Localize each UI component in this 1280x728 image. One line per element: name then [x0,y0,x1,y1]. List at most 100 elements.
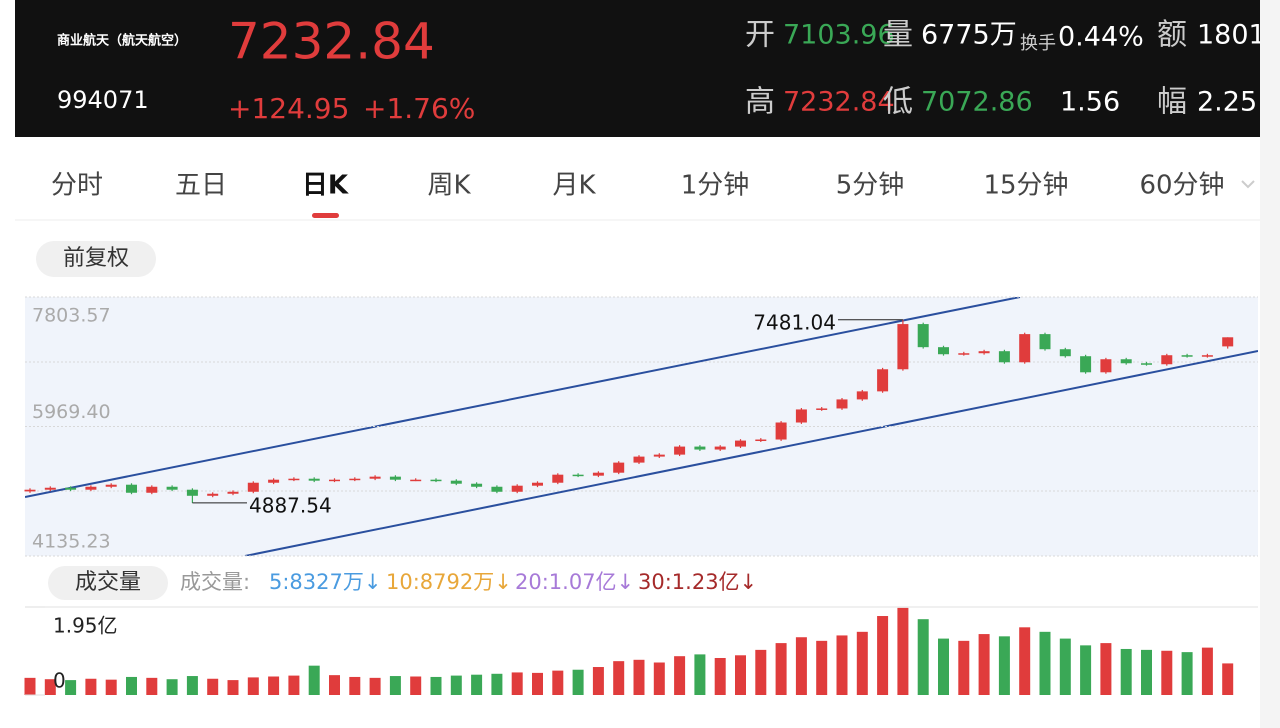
candle-body [775,422,787,440]
volume-bar [24,677,36,695]
volume-bar [674,656,686,695]
tab[interactable]: 60分钟 [1139,171,1224,201]
volume-bar [877,616,889,695]
change-pct: +1.76% [363,92,475,125]
candle-body [105,484,117,487]
volume-bar [998,636,1010,695]
tab[interactable]: 日K [302,171,349,201]
candle-body [816,408,828,410]
candle-body [207,493,219,496]
volume-bar [288,675,300,695]
volume-bar [166,679,178,695]
candle-body [1059,349,1071,357]
volume-bar [511,672,523,695]
candle-body [511,485,523,492]
candle-body [24,489,36,492]
candle-body [44,487,56,490]
stat-value: 1801 [1197,20,1266,51]
candle-body [694,446,706,450]
volume-bar [1141,649,1152,695]
volume-tick-label: 1.95亿 [53,614,118,638]
candle-body [1161,355,1173,365]
stat-value: 0.44% [1058,22,1144,53]
annotation: 7481.04 [753,310,836,334]
candle-body [85,486,97,490]
volume-bar [816,640,828,695]
volume-bar [592,667,604,695]
candle-body [674,446,686,455]
stock-name: 商业航天（航天航空） [57,33,187,49]
volume-legend: 10:8792万↓ [386,570,512,594]
volume-bar [613,661,625,695]
y-tick-label: 4135.23 [32,531,111,553]
volume-pill[interactable] [48,566,168,600]
volume-bar [329,675,340,695]
candle-body [897,324,909,370]
volume-bar [1181,652,1193,695]
tab[interactable]: 5分钟 [836,171,905,201]
candle-body [308,478,320,481]
stat-label: 幅 [1157,85,1187,120]
candle-body [836,399,848,409]
volume-bar [532,672,543,695]
volume-bar [755,649,767,695]
tab[interactable]: 1分钟 [681,171,750,201]
candle-body [126,484,137,493]
candle-body [1039,334,1051,350]
stat-value: 6775万 [921,20,1017,51]
candle-body [877,369,889,392]
volume-bar [856,631,868,695]
stat-value: 1.56 [1060,87,1120,118]
candle-body [633,456,645,463]
tab[interactable]: 分时 [51,171,103,201]
volume-bar [694,654,706,695]
candle-body [613,462,625,473]
stat-label: 额 [1157,18,1187,53]
stat-label: 量 [883,18,913,53]
candle-body [592,472,604,476]
candle-body [247,482,259,492]
candle-body [917,324,929,348]
volume-bar [978,634,990,695]
volume-bar [836,635,848,695]
volume-bar [268,676,280,695]
stat-label: 开 [745,18,775,53]
volume-bar [735,655,746,695]
volume-bar [917,619,929,695]
candle-body [1120,359,1132,364]
stat-value: 7232.84 [783,87,895,118]
adjust-pill[interactable] [36,241,156,277]
volume-bar [1019,627,1031,695]
candle-body [572,474,584,477]
tab[interactable]: 月K [552,171,596,201]
volume-bar [186,676,198,695]
tab[interactable]: 五日 [175,171,227,201]
candle-body [938,347,949,355]
stat-label: 高 [745,85,775,120]
volume-bar [633,659,645,695]
tab[interactable]: 周K [427,171,471,201]
volume-bar [146,677,158,695]
y-tick-label: 7803.57 [32,305,111,327]
candle-body [1141,363,1152,365]
candle-body [552,474,564,483]
volume-bar [1161,650,1173,695]
volume-legend: 30:1.23亿↓ [638,570,757,594]
channel-upper [25,297,1021,498]
candle-body [1019,334,1031,363]
volume-bar [1120,648,1132,695]
candle-body [268,479,280,483]
tab[interactable]: 15分钟 [983,171,1068,201]
volume-bar [207,678,219,695]
stat-label: 换手 [1020,33,1056,54]
volume-bar [227,680,239,695]
candle-body [389,476,401,480]
candle-body [1100,359,1112,373]
tab-indicator [312,213,339,218]
volume-bar [572,669,584,695]
candle-body [146,486,158,493]
tab-more[interactable] [1241,180,1255,189]
adjust-label[interactable]: 前复权 [63,246,129,271]
